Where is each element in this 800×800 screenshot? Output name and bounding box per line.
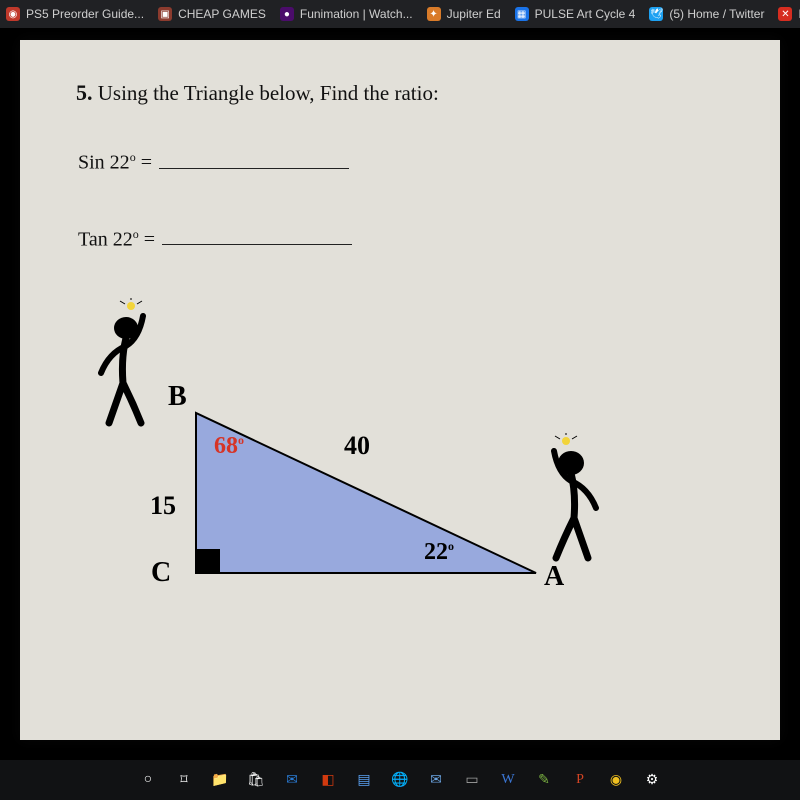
taskbar-app-icon[interactable]: 🛍 — [245, 769, 267, 791]
bookmark-favicon: ● — [280, 7, 294, 21]
taskbar-app-icon[interactable]: ⌑ — [173, 769, 195, 791]
taskbar-app-icon[interactable]: ▭ — [461, 769, 483, 791]
side-ba-label: 40 — [344, 431, 370, 461]
bookmark-label: (5) Home / Twitter — [669, 7, 764, 21]
question-text: Using the Triangle below, Find the ratio… — [98, 81, 439, 105]
triangle-diagram: B C A 15 40 68o 22o — [96, 303, 616, 643]
bookmark-item[interactable]: ▦ PULSE Art Cycle 4 — [515, 7, 636, 21]
bookmark-favicon: ▦ — [515, 7, 529, 21]
equals-sign: = — [139, 228, 155, 250]
taskbar-app-icon[interactable]: 📁 — [209, 769, 231, 791]
bookmark-item[interactable]: ● Funimation | Watch... — [280, 7, 413, 21]
tan-answer-blank[interactable] — [162, 241, 352, 245]
side-bc-label: 15 — [150, 491, 176, 521]
tan-equation: Tan 22o = — [78, 227, 740, 252]
bookmark-item[interactable]: ◉ PS5 Preorder Guide... — [6, 7, 144, 21]
angle-a-value: 22 — [424, 539, 448, 565]
worksheet-page: 5. Using the Triangle below, Find the ra… — [20, 40, 780, 740]
tan-label: Tan 22 — [78, 228, 133, 250]
bookmark-favicon: ◉ — [6, 7, 20, 21]
taskbar-app-icon[interactable]: ○ — [137, 769, 159, 791]
vertex-b-label: B — [168, 381, 187, 413]
bookmark-label: Jupiter Ed — [447, 7, 501, 21]
vertex-a-label: A — [544, 561, 564, 593]
bookmark-bar: ◉ PS5 Preorder Guide... ▣ CHEAP GAMES ● Funim… — [0, 0, 800, 28]
taskbar-app-icon[interactable]: ✎ — [533, 769, 555, 791]
bookmark-label: Funimation | Watch... — [300, 7, 413, 21]
taskbar-app-icon[interactable]: W — [497, 769, 519, 791]
taskbar-app-icon[interactable]: 🌐 — [389, 769, 411, 791]
bookmark-item[interactable]: ✦ Jupiter Ed — [427, 7, 501, 21]
bookmark-label: PS5 Preorder Guide... — [26, 7, 144, 21]
thinking-figure-left — [91, 298, 161, 428]
equals-sign: = — [136, 152, 152, 174]
bookmark-favicon: 🕊 — [649, 7, 663, 21]
question-prompt: 5. Using the Triangle below, Find the ra… — [76, 80, 740, 106]
taskbar-app-icon[interactable]: ◉ — [605, 769, 627, 791]
bookmark-favicon: ▣ — [158, 7, 172, 21]
sin-label: Sin 22 — [78, 152, 130, 174]
angle-b-value: 68 — [214, 433, 238, 459]
angle-b-deg: o — [238, 433, 244, 447]
taskbar-app-icon[interactable]: ◧ — [317, 769, 339, 791]
bookmark-favicon: ✕ — [778, 7, 792, 21]
angle-a-label: 22o — [424, 539, 454, 566]
bookmark-item[interactable]: 🕊 (5) Home / Twitter — [649, 7, 764, 21]
taskbar-app-icon[interactable]: ⚙ — [641, 769, 663, 791]
taskbar-app-icon[interactable]: P — [569, 769, 591, 791]
angle-a-deg: o — [448, 539, 454, 553]
bookmark-item[interactable]: ✕Ed — [778, 7, 800, 21]
sin-answer-blank[interactable] — [159, 165, 349, 169]
vertex-c-label: C — [151, 557, 171, 589]
taskbar-app-icon[interactable]: ✉ — [281, 769, 303, 791]
sin-equation: Sin 22o = — [78, 150, 740, 175]
bookmark-label: PULSE Art Cycle 4 — [535, 7, 636, 21]
bookmark-item[interactable]: ▣ CHEAP GAMES — [158, 7, 266, 21]
angle-b-label: 68o — [214, 433, 244, 460]
taskbar-app-icon[interactable]: ✉ — [425, 769, 447, 791]
taskbar-app-icon[interactable]: ▤ — [353, 769, 375, 791]
taskbar: ○ ⌑ 📁 🛍 ✉ ◧ ▤ 🌐 ✉ ▭ W ✎ P ◉ ⚙ — [0, 760, 800, 800]
bookmark-label: CHEAP GAMES — [178, 7, 266, 21]
question-number: 5. — [76, 80, 93, 105]
bookmark-favicon: ✦ — [427, 7, 441, 21]
